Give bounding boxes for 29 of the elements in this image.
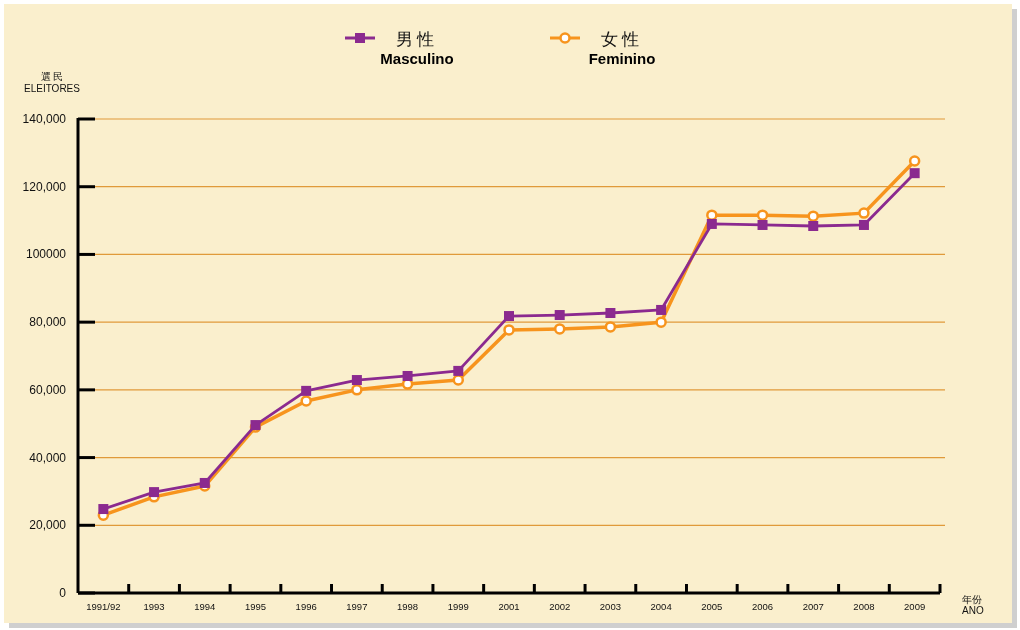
x-tick-label: 2008 <box>853 601 875 612</box>
x-tick-label: 1991/92 <box>86 601 121 612</box>
x-tick-label: 1997 <box>346 601 368 612</box>
y-tick-label: 60,000 <box>29 382 67 397</box>
x-tick-label: 2004 <box>650 601 672 612</box>
y-tick-label: 80,000 <box>29 315 67 330</box>
x-axis-title: 年份 ANO <box>962 594 984 616</box>
x-tick-label: 2001 <box>498 601 520 612</box>
x-tick-label: 1993 <box>143 601 165 612</box>
y-axis-title: 選 民 ELEITORES <box>24 71 81 94</box>
x-tick-label: 2002 <box>549 601 571 612</box>
y-tick-label: 40,000 <box>29 450 67 465</box>
x-tick-label: 1996 <box>295 601 317 612</box>
y-tick-label: 140,000 <box>22 112 67 126</box>
y-tick-label: 20,000 <box>29 518 67 533</box>
x-tick-label: 2005 <box>701 601 723 612</box>
x-tick-label: 1999 <box>447 601 469 612</box>
y-tick-label: 0 <box>59 586 67 600</box>
x-tick-label: 1998 <box>397 601 419 612</box>
x-tick-label: 2009 <box>904 601 926 612</box>
legend-label: 女 性 Feminino <box>588 30 656 67</box>
legend-label: 男 性 Masculino <box>380 30 454 67</box>
y-tick-label: 100000 <box>25 247 67 262</box>
x-tick-label: 2006 <box>751 601 774 612</box>
x-tick-label: 1994 <box>194 601 216 612</box>
x-tick-label: 2007 <box>802 601 824 612</box>
y-tick-label: 120,000 <box>22 179 67 194</box>
x-tick-label: 1995 <box>244 601 267 612</box>
x-tick-label: 2003 <box>599 601 621 612</box>
